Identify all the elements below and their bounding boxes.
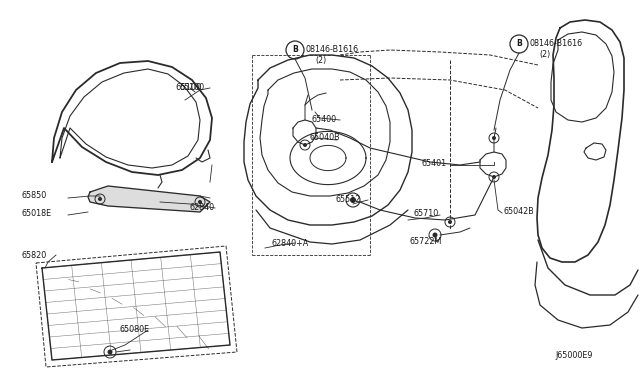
Text: 65018E: 65018E bbox=[22, 208, 52, 218]
Circle shape bbox=[433, 232, 438, 237]
Circle shape bbox=[492, 136, 496, 140]
Text: 65040B: 65040B bbox=[309, 132, 340, 141]
Text: 65100: 65100 bbox=[175, 83, 202, 93]
Text: (2): (2) bbox=[315, 57, 326, 65]
Text: 08146-B1616: 08146-B1616 bbox=[529, 39, 582, 48]
Text: J65000E9: J65000E9 bbox=[555, 350, 593, 359]
Text: (2): (2) bbox=[539, 51, 550, 60]
Text: 65100: 65100 bbox=[180, 83, 205, 92]
Text: 65401: 65401 bbox=[422, 158, 447, 167]
Circle shape bbox=[492, 175, 496, 179]
Text: 62840+A: 62840+A bbox=[272, 238, 309, 247]
Text: 08146-B1616: 08146-B1616 bbox=[305, 45, 358, 55]
Circle shape bbox=[350, 197, 356, 203]
Text: 65850: 65850 bbox=[22, 192, 47, 201]
Text: 65042B: 65042B bbox=[504, 208, 535, 217]
Circle shape bbox=[198, 200, 202, 204]
Circle shape bbox=[108, 350, 113, 355]
Polygon shape bbox=[88, 186, 210, 212]
Text: 65710: 65710 bbox=[414, 209, 439, 218]
Text: 65400: 65400 bbox=[312, 115, 337, 125]
Text: 65722M: 65722M bbox=[410, 237, 442, 247]
Circle shape bbox=[303, 143, 307, 147]
Text: 65820: 65820 bbox=[22, 250, 47, 260]
Circle shape bbox=[98, 197, 102, 201]
Text: 62840: 62840 bbox=[190, 202, 215, 212]
Circle shape bbox=[448, 220, 452, 224]
Text: B: B bbox=[292, 45, 298, 55]
Text: 65080E: 65080E bbox=[120, 326, 150, 334]
Text: B: B bbox=[516, 39, 522, 48]
Text: 65512: 65512 bbox=[335, 196, 360, 205]
